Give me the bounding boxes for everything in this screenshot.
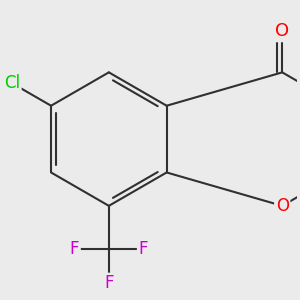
Text: F: F: [104, 274, 114, 292]
Text: F: F: [70, 240, 79, 258]
Text: Cl: Cl: [4, 74, 20, 92]
Text: O: O: [275, 22, 289, 40]
Text: F: F: [139, 240, 148, 258]
Text: O: O: [276, 197, 289, 215]
